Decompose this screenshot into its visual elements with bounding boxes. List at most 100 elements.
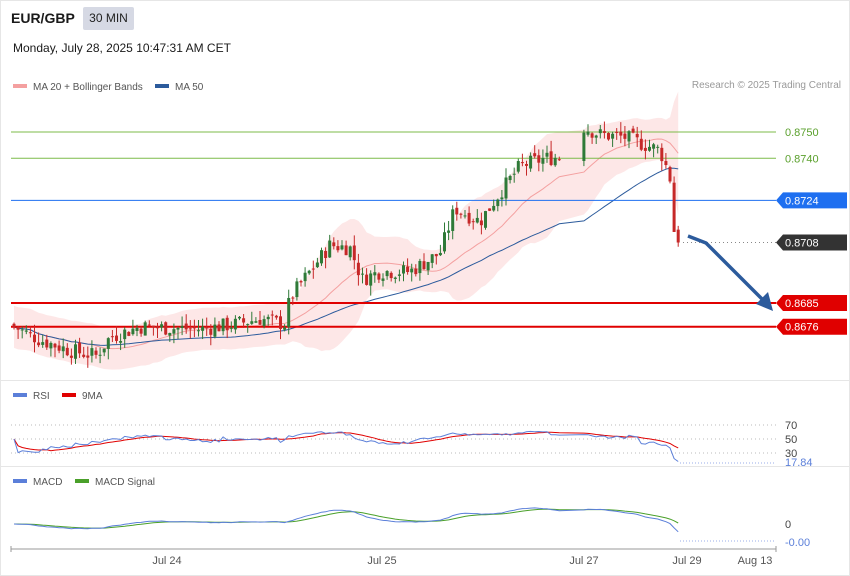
candle-body bbox=[209, 329, 213, 335]
candle-body bbox=[496, 199, 500, 207]
candle bbox=[496, 198, 500, 212]
candle bbox=[340, 240, 344, 251]
candle-body bbox=[459, 213, 463, 215]
candle-body bbox=[418, 260, 422, 274]
candle bbox=[197, 319, 200, 337]
candle-body bbox=[274, 315, 278, 318]
candle bbox=[20, 326, 24, 339]
candle-body bbox=[529, 155, 533, 169]
candle bbox=[648, 139, 651, 152]
candle-body bbox=[217, 324, 221, 332]
candle bbox=[115, 326, 118, 344]
rsi-legend-swatch bbox=[13, 393, 27, 397]
candle-body bbox=[475, 217, 479, 223]
candle-body bbox=[69, 355, 73, 358]
x-tick-label: Jul 27 bbox=[569, 555, 598, 567]
candle-body bbox=[82, 354, 86, 357]
candle bbox=[602, 121, 606, 139]
candle bbox=[549, 140, 553, 167]
candle bbox=[615, 128, 619, 140]
candle-body bbox=[287, 297, 291, 327]
candle-body bbox=[188, 328, 192, 330]
candle-body bbox=[168, 332, 172, 336]
candle bbox=[619, 122, 623, 144]
candle bbox=[607, 132, 610, 141]
candle bbox=[336, 240, 340, 253]
candle-body bbox=[98, 354, 102, 356]
candle bbox=[459, 212, 463, 219]
candle bbox=[33, 324, 36, 353]
candle bbox=[557, 156, 561, 161]
candle-body bbox=[541, 157, 545, 164]
candle-body bbox=[381, 278, 385, 281]
candle bbox=[147, 320, 151, 327]
candle bbox=[369, 270, 373, 296]
candle-body bbox=[393, 277, 397, 279]
candle bbox=[529, 152, 533, 172]
candle-body bbox=[221, 318, 225, 332]
candle bbox=[516, 158, 520, 174]
candle bbox=[279, 310, 282, 340]
candle-body bbox=[594, 135, 598, 138]
candle bbox=[307, 269, 311, 275]
candle bbox=[110, 329, 114, 343]
candle bbox=[209, 324, 213, 346]
candle bbox=[168, 332, 172, 342]
rsi-last-value: 17.84 bbox=[785, 457, 813, 469]
symbol-title: EUR/GBP bbox=[11, 10, 75, 26]
candle bbox=[254, 317, 258, 324]
candle-body bbox=[397, 274, 401, 276]
candle bbox=[434, 253, 438, 265]
rsi-30-label: 30 bbox=[785, 448, 797, 460]
candle bbox=[430, 253, 434, 269]
candle-body bbox=[492, 205, 496, 211]
candle bbox=[668, 165, 672, 184]
candle bbox=[86, 346, 90, 368]
x-tick-label: Jul 25 bbox=[367, 555, 396, 567]
candle bbox=[151, 325, 155, 336]
candle-body bbox=[615, 131, 619, 133]
candle-body bbox=[619, 131, 623, 136]
candle bbox=[188, 320, 192, 339]
candle bbox=[484, 210, 487, 230]
candle bbox=[467, 206, 471, 227]
candle bbox=[352, 235, 356, 270]
ma50-legend-swatch bbox=[155, 84, 169, 88]
candle bbox=[192, 319, 196, 338]
candle-body bbox=[328, 240, 332, 258]
rsi-ma-legend-label: 9MA bbox=[82, 391, 103, 402]
candle-body bbox=[45, 339, 49, 348]
candle bbox=[143, 320, 147, 336]
candle-body bbox=[250, 321, 254, 324]
forecast-arrow-head bbox=[756, 292, 773, 311]
candle-body bbox=[123, 329, 127, 340]
candle bbox=[652, 142, 656, 158]
macd-legend-swatch bbox=[13, 479, 27, 483]
candle-body bbox=[607, 133, 610, 140]
candle bbox=[373, 265, 377, 283]
rsi-ma-legend-swatch bbox=[62, 393, 76, 397]
candle-body bbox=[422, 261, 426, 270]
candle-body bbox=[451, 209, 455, 231]
rsi-legend-label: RSI bbox=[33, 391, 50, 402]
candle bbox=[246, 323, 250, 333]
candle bbox=[221, 318, 225, 336]
candle bbox=[258, 311, 262, 326]
candle bbox=[361, 267, 364, 284]
bollinger-bands bbox=[13, 91, 679, 370]
candle-body bbox=[369, 273, 373, 286]
candle bbox=[426, 261, 430, 276]
candle bbox=[623, 125, 627, 147]
candle-body bbox=[307, 270, 311, 274]
candle-body bbox=[332, 242, 336, 247]
candle-body bbox=[537, 155, 541, 163]
candle-body bbox=[291, 297, 295, 299]
candle bbox=[537, 149, 541, 172]
timeframe-badge[interactable]: 30 MIN bbox=[83, 7, 134, 30]
candle-body bbox=[402, 265, 405, 274]
candle-body bbox=[533, 153, 537, 157]
candle-body bbox=[102, 348, 106, 353]
x-tick-label: Jul 24 bbox=[152, 555, 181, 567]
candle-body bbox=[65, 347, 69, 356]
candle-body bbox=[426, 261, 430, 271]
